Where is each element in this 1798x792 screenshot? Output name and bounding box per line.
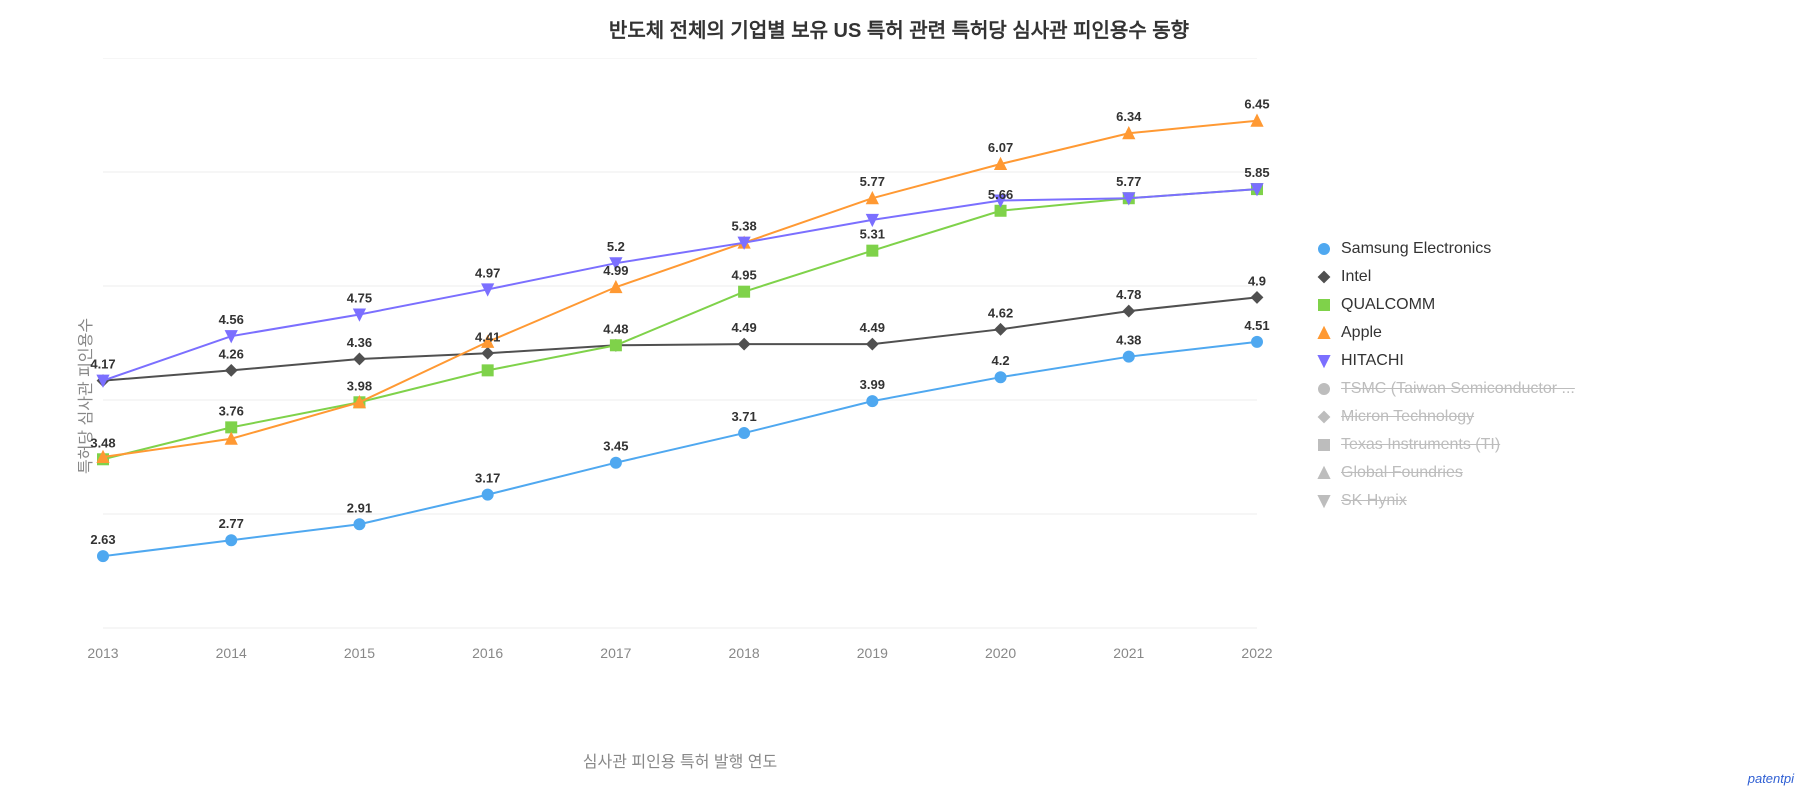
svg-text:4.38: 4.38 — [1116, 333, 1141, 348]
triangle-down-icon — [1315, 352, 1333, 370]
chart-title: 반도체 전체의 기업별 보유 US 특허 관련 특허당 심사관 피인용수 동향 — [0, 0, 1798, 43]
svg-text:3.98: 3.98 — [347, 378, 372, 393]
svg-text:2.91: 2.91 — [347, 500, 372, 515]
x-axis-label: 심사관 피인용 특허 발행 연도 — [85, 748, 1275, 772]
triangle-down-icon — [1315, 492, 1333, 510]
watermark: patentpi — [1748, 771, 1794, 786]
svg-text:3.17: 3.17 — [475, 471, 500, 486]
legend-label: HITACHI — [1341, 352, 1404, 370]
svg-text:5.77: 5.77 — [860, 174, 885, 189]
series-samsung-electronics — [98, 337, 1262, 561]
triangle-up-icon — [1315, 464, 1333, 482]
chart-svg: 2345672013201420152016201720182019202020… — [85, 58, 1275, 678]
legend-label: Micron Technology — [1341, 408, 1474, 426]
svg-text:6.45: 6.45 — [1244, 97, 1269, 112]
svg-text:4.56: 4.56 — [219, 312, 244, 327]
legend-label: Apple — [1341, 324, 1382, 342]
legend-label: Texas Instruments (TI) — [1341, 436, 1500, 454]
svg-text:2021: 2021 — [1113, 645, 1144, 661]
series-hitachi — [98, 184, 1262, 386]
legend-item-tsmc-(taiwan-semiconductor-...[interactable]: TSMC (Taiwan Semiconductor ... — [1315, 375, 1775, 403]
square-icon — [1315, 436, 1333, 454]
legend-item-intel[interactable]: Intel — [1315, 263, 1775, 291]
svg-text:2016: 2016 — [472, 645, 503, 661]
legend-item-micron-technology[interactable]: Micron Technology — [1315, 403, 1775, 431]
legend-item-apple[interactable]: Apple — [1315, 319, 1775, 347]
svg-text:2014: 2014 — [216, 645, 247, 661]
legend-label: Intel — [1341, 268, 1371, 286]
svg-text:6.34: 6.34 — [1116, 109, 1142, 124]
legend-item-qualcomm[interactable]: QUALCOMM — [1315, 291, 1775, 319]
svg-text:4.95: 4.95 — [731, 268, 756, 283]
chart-plot-area: 2345672013201420152016201720182019202020… — [85, 58, 1275, 678]
triangle-up-icon — [1315, 324, 1333, 342]
svg-text:4.36: 4.36 — [347, 335, 372, 350]
legend-label: QUALCOMM — [1341, 296, 1435, 314]
svg-text:5.38: 5.38 — [731, 219, 756, 234]
legend-label: Samsung Electronics — [1341, 240, 1491, 258]
svg-text:4.49: 4.49 — [860, 320, 885, 335]
svg-text:2020: 2020 — [985, 645, 1016, 661]
svg-text:4.49: 4.49 — [731, 320, 756, 335]
svg-text:2019: 2019 — [857, 645, 888, 661]
svg-text:4.99: 4.99 — [603, 263, 628, 278]
svg-text:3.76: 3.76 — [219, 403, 244, 418]
circle-icon — [1315, 240, 1333, 258]
svg-text:4.17: 4.17 — [90, 357, 115, 372]
svg-text:5.77: 5.77 — [1116, 174, 1141, 189]
legend: Samsung Electronics Intel QUALCOMM Apple HIT… — [1315, 235, 1775, 515]
legend-item-texas-instruments-(ti)[interactable]: Texas Instruments (TI) — [1315, 431, 1775, 459]
svg-text:2015: 2015 — [344, 645, 375, 661]
svg-text:4.26: 4.26 — [219, 346, 244, 361]
series-intel — [98, 292, 1262, 385]
series-qualcomm — [98, 184, 1262, 464]
svg-text:3.71: 3.71 — [731, 409, 756, 424]
legend-label: SK Hynix — [1341, 492, 1407, 510]
svg-text:3.45: 3.45 — [603, 439, 628, 454]
svg-text:4.9: 4.9 — [1248, 273, 1266, 288]
svg-text:4.48: 4.48 — [603, 321, 628, 336]
svg-text:3.99: 3.99 — [860, 377, 885, 392]
svg-text:2018: 2018 — [729, 645, 760, 661]
legend-item-samsung-electronics[interactable]: Samsung Electronics — [1315, 235, 1775, 263]
svg-text:2017: 2017 — [600, 645, 631, 661]
legend-item-global-foundries[interactable]: Global Foundries — [1315, 459, 1775, 487]
square-icon — [1315, 296, 1333, 314]
svg-text:2.63: 2.63 — [90, 532, 115, 547]
legend-label: Global Foundries — [1341, 464, 1463, 482]
series-apple — [98, 116, 1262, 462]
svg-text:4.97: 4.97 — [475, 265, 500, 280]
svg-text:4.41: 4.41 — [475, 329, 500, 344]
legend-item-sk-hynix[interactable]: SK Hynix — [1315, 487, 1775, 515]
svg-text:2022: 2022 — [1241, 645, 1272, 661]
svg-text:4.78: 4.78 — [1116, 287, 1141, 302]
svg-text:4.2: 4.2 — [992, 353, 1010, 368]
svg-text:4.51: 4.51 — [1244, 318, 1269, 333]
svg-text:5.31: 5.31 — [860, 227, 885, 242]
diamond-icon — [1315, 408, 1333, 426]
svg-text:3.48: 3.48 — [90, 435, 115, 450]
svg-text:4.62: 4.62 — [988, 305, 1013, 320]
svg-text:5.85: 5.85 — [1244, 165, 1269, 180]
svg-text:2.77: 2.77 — [219, 516, 244, 531]
svg-text:5.66: 5.66 — [988, 187, 1013, 202]
svg-text:6.07: 6.07 — [988, 140, 1013, 155]
legend-label: TSMC (Taiwan Semiconductor ... — [1341, 380, 1575, 398]
svg-text:5.2: 5.2 — [607, 239, 625, 254]
svg-text:2013: 2013 — [87, 645, 118, 661]
diamond-icon — [1315, 268, 1333, 286]
circle-icon — [1315, 380, 1333, 398]
svg-text:4.75: 4.75 — [347, 291, 372, 306]
legend-item-hitachi[interactable]: HITACHI — [1315, 347, 1775, 375]
